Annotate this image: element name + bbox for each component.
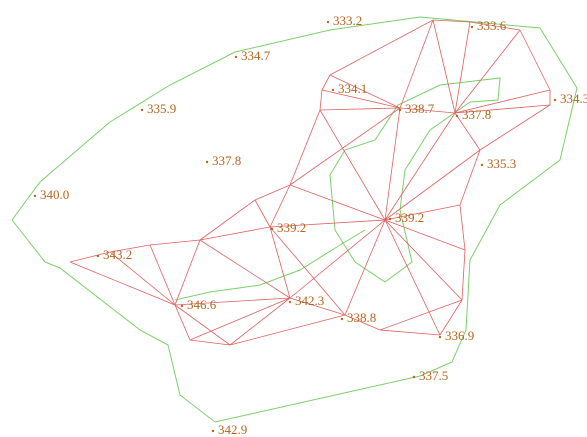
elevation-label: 338.7 [405,101,435,116]
elevation-point [205,160,209,164]
elevation-label: 337.8 [462,107,491,122]
elevation-point [140,108,144,112]
elevation-point [388,217,392,221]
elevation-label: 339.2 [277,220,306,235]
elevation-point [480,163,484,167]
elevation-point [470,25,474,29]
elevation-point [288,300,292,304]
elevation-point [340,317,344,321]
elevation-label: 337.8 [212,153,241,168]
elevation-label: 335.3 [487,156,516,171]
elevation-label: 342.3 [295,293,324,308]
elevation-point [234,55,238,59]
elevation-label: 339.2 [395,210,424,225]
elevation-label: 334.7 [241,48,271,63]
elevation-point [331,88,335,92]
elevation-point [438,335,442,339]
elevation-label: 337.5 [419,368,448,383]
elevation-point [326,20,330,24]
triangulation [69,19,551,346]
elevation-point [33,194,37,198]
outer-boundary [11,16,578,423]
elevation-label: 342.9 [218,422,247,437]
elevation-point [96,254,100,258]
elevation-label: 343.2 [103,247,132,262]
elevation-label: 334.1 [338,81,367,96]
elevation-label: 338.8 [347,310,376,325]
elevation-label: 334.3 [560,91,587,106]
elevation-point [211,429,215,433]
elevation-point [398,108,402,112]
elevation-point [412,375,416,379]
inner-boundary [174,229,366,301]
elevation-point [270,227,274,231]
elevation-label: 340.0 [40,187,69,202]
elevation-label: 333.6 [477,18,507,33]
inner-boundary [329,77,501,283]
elevation-label: 333.2 [333,13,362,28]
elevation-label: 335.9 [147,101,176,116]
elevation-point [455,114,459,118]
elevation-label: 346.6 [187,297,217,312]
elevation-point [553,98,557,102]
elevation-label: 336.9 [445,328,474,343]
elevation-point [180,304,184,308]
